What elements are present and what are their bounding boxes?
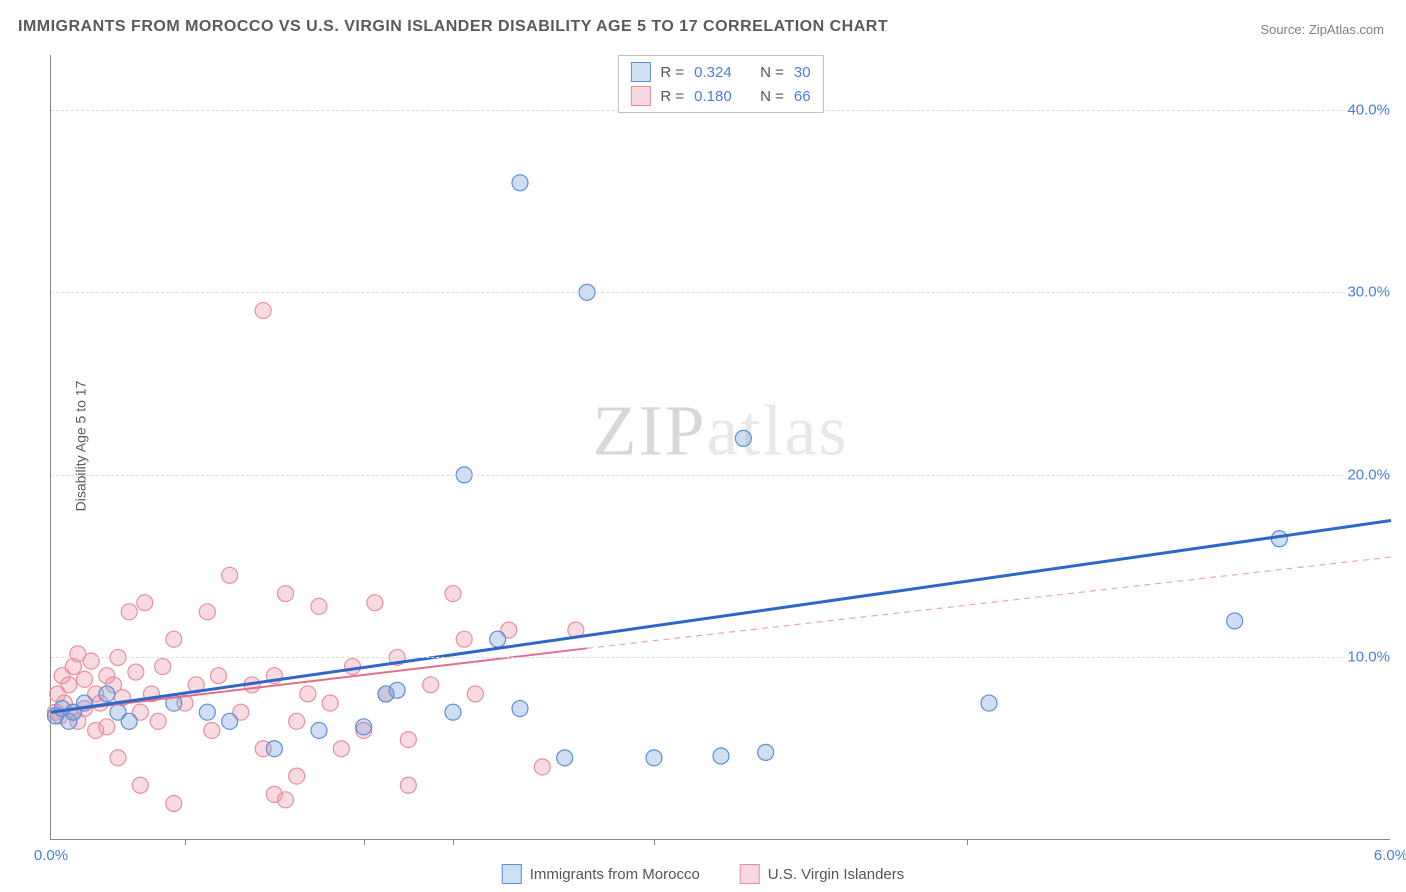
data-point-usvi bbox=[61, 677, 77, 693]
data-point-usvi bbox=[456, 631, 472, 647]
data-point-usvi bbox=[128, 664, 144, 680]
data-point-usvi bbox=[400, 732, 416, 748]
data-point-morocco bbox=[389, 682, 405, 698]
data-point-usvi bbox=[83, 653, 99, 669]
n-value-usvi: 66 bbox=[794, 88, 811, 105]
legend-label-morocco: Immigrants from Morocco bbox=[530, 866, 700, 883]
r-label: R = bbox=[660, 64, 684, 81]
data-point-morocco bbox=[512, 175, 528, 191]
data-point-usvi bbox=[400, 777, 416, 793]
n-value-morocco: 30 bbox=[794, 64, 811, 81]
data-point-usvi bbox=[278, 792, 294, 808]
data-point-morocco bbox=[646, 750, 662, 766]
legend-swatch-morocco bbox=[502, 864, 522, 884]
data-point-usvi bbox=[445, 586, 461, 602]
data-point-usvi bbox=[289, 768, 305, 784]
y-tick-label: 10.0% bbox=[1343, 649, 1394, 666]
data-point-usvi bbox=[333, 741, 349, 757]
x-tick-mark bbox=[364, 839, 365, 845]
data-point-morocco bbox=[121, 713, 137, 729]
data-point-usvi bbox=[132, 777, 148, 793]
data-point-usvi bbox=[467, 686, 483, 702]
data-point-morocco bbox=[266, 741, 282, 757]
data-point-morocco bbox=[512, 701, 528, 717]
y-tick-label: 30.0% bbox=[1343, 284, 1394, 301]
data-point-morocco bbox=[199, 704, 215, 720]
data-point-usvi bbox=[300, 686, 316, 702]
data-point-usvi bbox=[77, 671, 93, 687]
data-point-usvi bbox=[423, 677, 439, 693]
gridline bbox=[51, 292, 1390, 293]
data-point-morocco bbox=[490, 631, 506, 647]
legend-row-usvi: R = 0.180 N = 66 bbox=[630, 84, 810, 108]
data-point-usvi bbox=[278, 586, 294, 602]
data-point-usvi bbox=[367, 595, 383, 611]
source-attribution: Source: ZipAtlas.com bbox=[1260, 22, 1384, 37]
trend-line bbox=[587, 557, 1391, 648]
legend-item-morocco: Immigrants from Morocco bbox=[502, 864, 700, 884]
data-point-usvi bbox=[204, 722, 220, 738]
r-value-usvi: 0.180 bbox=[694, 88, 742, 105]
n-label: N = bbox=[760, 64, 784, 81]
x-tick-label: 6.0% bbox=[1374, 847, 1406, 864]
data-point-morocco bbox=[222, 713, 238, 729]
legend-row-morocco: R = 0.324 N = 30 bbox=[630, 60, 810, 84]
data-point-usvi bbox=[322, 695, 338, 711]
x-tick-label: 0.0% bbox=[34, 847, 68, 864]
legend-series: Immigrants from Morocco U.S. Virgin Isla… bbox=[502, 864, 905, 884]
data-point-morocco bbox=[758, 744, 774, 760]
data-point-usvi bbox=[222, 567, 238, 583]
data-point-usvi bbox=[150, 713, 166, 729]
data-point-usvi bbox=[166, 795, 182, 811]
legend-label-usvi: U.S. Virgin Islanders bbox=[768, 866, 904, 883]
data-point-morocco bbox=[557, 750, 573, 766]
data-point-morocco bbox=[981, 695, 997, 711]
trend-line bbox=[51, 521, 1391, 713]
data-point-morocco bbox=[735, 430, 751, 446]
data-point-usvi bbox=[534, 759, 550, 775]
scatter-svg bbox=[51, 55, 1390, 839]
x-tick-mark bbox=[453, 839, 454, 845]
data-point-morocco bbox=[1227, 613, 1243, 629]
chart-title: IMMIGRANTS FROM MOROCCO VS U.S. VIRGIN I… bbox=[18, 18, 888, 36]
data-point-usvi bbox=[137, 595, 153, 611]
legend-swatch-usvi bbox=[740, 864, 760, 884]
source-label: Source: bbox=[1260, 22, 1305, 37]
data-point-usvi bbox=[311, 598, 327, 614]
plot-area: ZIPatlas R = 0.324 N = 30 R = 0.180 N = … bbox=[50, 55, 1390, 840]
data-point-usvi bbox=[255, 303, 271, 319]
data-point-usvi bbox=[121, 604, 137, 620]
x-tick-mark bbox=[967, 839, 968, 845]
r-value-morocco: 0.324 bbox=[694, 64, 742, 81]
x-tick-mark bbox=[654, 839, 655, 845]
data-point-usvi bbox=[155, 659, 171, 675]
gridline bbox=[51, 475, 1390, 476]
data-point-morocco bbox=[445, 704, 461, 720]
legend-swatch-usvi bbox=[630, 86, 650, 106]
legend-item-usvi: U.S. Virgin Islanders bbox=[740, 864, 904, 884]
data-point-usvi bbox=[199, 604, 215, 620]
data-point-morocco bbox=[99, 686, 115, 702]
x-tick-mark bbox=[185, 839, 186, 845]
r-label: R = bbox=[660, 88, 684, 105]
data-point-morocco bbox=[356, 719, 372, 735]
data-point-usvi bbox=[110, 750, 126, 766]
legend-swatch-morocco bbox=[630, 62, 650, 82]
y-tick-label: 40.0% bbox=[1343, 101, 1394, 118]
data-point-usvi bbox=[345, 659, 361, 675]
data-point-usvi bbox=[166, 631, 182, 647]
n-label: N = bbox=[760, 88, 784, 105]
y-tick-label: 20.0% bbox=[1343, 466, 1394, 483]
data-point-morocco bbox=[311, 722, 327, 738]
gridline bbox=[51, 657, 1390, 658]
source-value: ZipAtlas.com bbox=[1309, 22, 1384, 37]
data-point-usvi bbox=[211, 668, 227, 684]
data-point-usvi bbox=[289, 713, 305, 729]
legend-correlation: R = 0.324 N = 30 R = 0.180 N = 66 bbox=[617, 55, 823, 113]
data-point-morocco bbox=[713, 748, 729, 764]
data-point-usvi bbox=[99, 719, 115, 735]
